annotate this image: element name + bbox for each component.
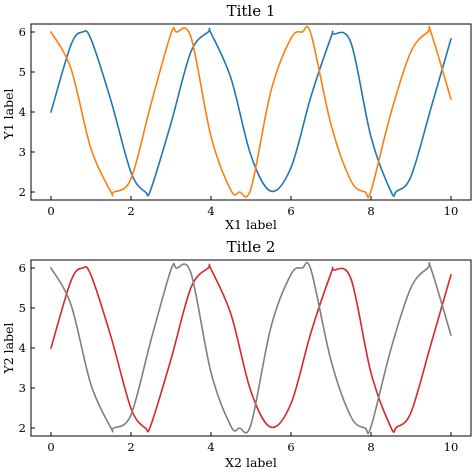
- y-ticks: 2 3 4 5 6: [19, 261, 35, 435]
- x-tick-label: 4: [207, 204, 214, 218]
- x-tick-label: 4: [207, 440, 214, 454]
- y-tick-label: 4: [19, 341, 26, 355]
- axes-frame: [30, 259, 472, 437]
- y-tick-label: 5: [19, 301, 26, 315]
- x-tick-label: 6: [287, 440, 294, 454]
- subplot-2: Title 2 X2 label Y2 label 0 2 4 6 8 10 2 3 4 5 6: [1, 238, 472, 470]
- x-ticks: 0 2 4 6 8 10: [47, 196, 458, 218]
- series-line-2: [50, 25, 452, 199]
- x-axis-label: X1 label: [225, 217, 277, 232]
- subplot-1: Title 1 X1 label Y1 label 0 2 4 6 8 10 2 3 4 5 6: [1, 2, 472, 232]
- y-tick-label: 5: [19, 65, 26, 79]
- series-line-1: [50, 263, 452, 433]
- x-tick-label: 8: [367, 440, 374, 454]
- y-tick-label: 3: [19, 381, 26, 395]
- x-tick-label: 0: [47, 204, 54, 218]
- y-tick-label: 6: [19, 261, 26, 275]
- y-tick-label: 2: [19, 185, 26, 199]
- y-axis-label: Y2 label: [1, 322, 16, 374]
- x-tick-label: 6: [287, 204, 294, 218]
- x-tick-label: 8: [367, 204, 374, 218]
- y-tick-label: 2: [19, 421, 26, 435]
- x-tick-label: 2: [127, 204, 134, 218]
- x-axis-label: X2 label: [225, 455, 277, 470]
- x-tick-label: 10: [444, 204, 459, 218]
- x-tick-label: 2: [127, 440, 134, 454]
- series-lines: [50, 261, 452, 435]
- x-tick-label: 10: [444, 440, 459, 454]
- x-tick-label: 0: [47, 440, 54, 454]
- y-tick-label: 6: [19, 25, 26, 39]
- chart-title: Title 1: [227, 2, 276, 20]
- axes-frame: [30, 23, 472, 201]
- x-ticks: 0 2 4 6 8 10: [47, 432, 458, 454]
- series-line-1: [50, 27, 452, 197]
- y-tick-label: 4: [19, 105, 26, 119]
- series-line-2: [50, 261, 452, 435]
- series-lines: [50, 25, 452, 199]
- y-axis-label: Y1 label: [1, 88, 16, 140]
- chart-title: Title 2: [227, 238, 276, 256]
- y-ticks: 2 3 4 5 6: [19, 25, 35, 199]
- y-tick-label: 3: [19, 145, 26, 159]
